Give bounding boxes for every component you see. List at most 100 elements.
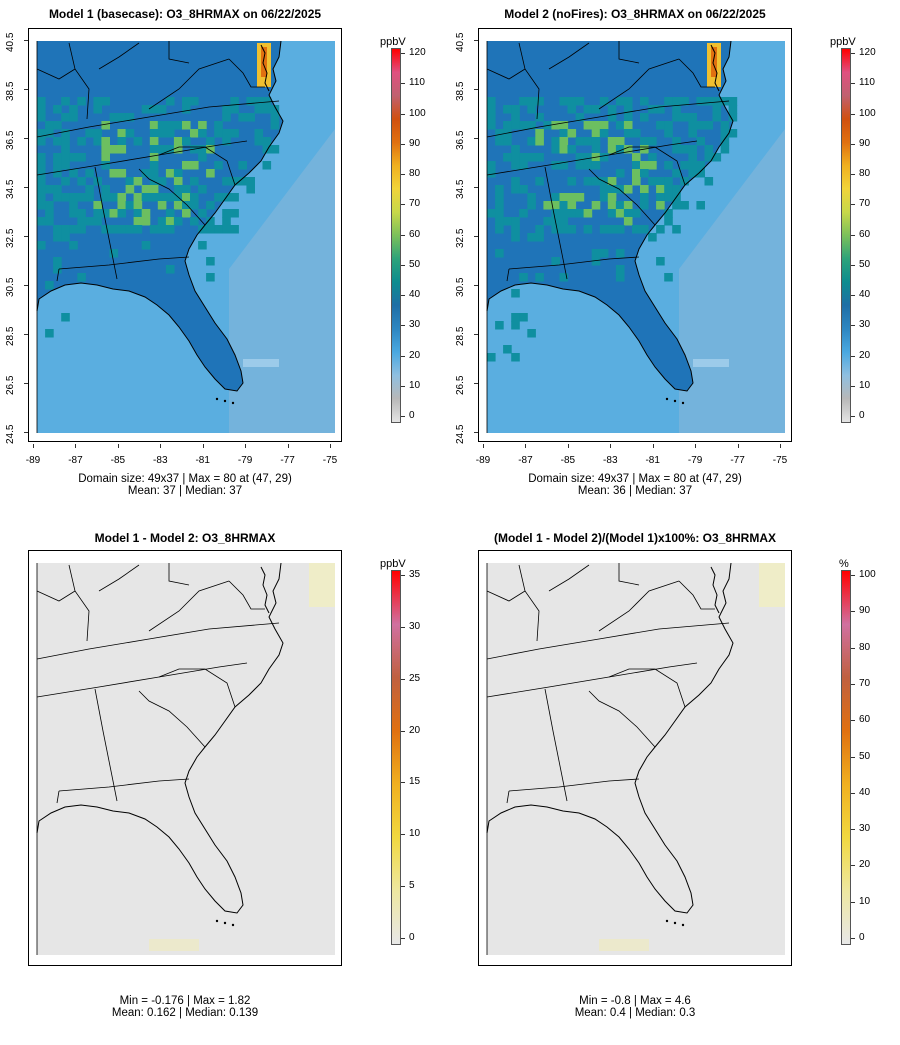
colorbar-tick-label: 35: [409, 569, 421, 580]
state-boundary: [58, 256, 190, 270]
grid-cell: [591, 177, 601, 186]
grid-cell: [53, 105, 62, 114]
grid-cell: [53, 233, 62, 242]
grid-cell: [45, 129, 54, 138]
lat-tick: [24, 187, 28, 188]
lat-tick: [474, 187, 478, 188]
panel-title: Model 1 - Model 2: O3_8HRMAX: [94, 531, 276, 545]
grid-cell: [198, 241, 207, 250]
grid-cell: [607, 105, 617, 114]
grid-cell: [149, 129, 159, 138]
grid-cell: [648, 153, 657, 162]
grid-cell: [672, 169, 681, 178]
grid-cell: [704, 153, 714, 162]
grid-cell: [543, 217, 552, 226]
grid-cell: [607, 209, 617, 218]
map-frame: [28, 550, 342, 966]
grid-cell: [583, 137, 593, 146]
grid-cell: [190, 177, 199, 186]
stats-line-2: Mean: 37 | Median: 37: [127, 485, 243, 497]
grid-cell: [173, 185, 183, 194]
grid-cell: [173, 145, 183, 154]
grid-cell: [632, 161, 641, 170]
diff-spot: [759, 563, 785, 607]
colorbar-tick-label: 50: [859, 750, 871, 762]
colorbar-tick-label: 90: [859, 605, 871, 617]
grid-cell: [720, 121, 730, 130]
grid-cell: [85, 217, 94, 226]
colorbar-tick: [401, 174, 405, 175]
grid-cell: [688, 153, 697, 162]
grid-cell: [117, 129, 127, 138]
grid-cell: [503, 153, 512, 162]
colorbar-tick: [851, 938, 855, 939]
grid-cell: [656, 185, 665, 194]
grid-cell: [214, 161, 223, 170]
grid-cell: [607, 137, 617, 146]
coastline: [36, 40, 284, 392]
grid-cell: [157, 105, 167, 114]
colorbar-tick: [401, 834, 405, 836]
grid-cell: [157, 177, 167, 186]
grid-cell: [69, 241, 78, 250]
grid-cell: [37, 201, 46, 210]
grid-cell: [93, 217, 102, 226]
grid-cell: [53, 257, 62, 266]
grid-cell: [206, 169, 215, 178]
grid-cell: [664, 161, 673, 170]
grid-cell: [133, 193, 143, 202]
grid-cell: [511, 161, 520, 170]
grid-cell: [141, 105, 151, 114]
grid-cell: [495, 249, 504, 258]
grid-cell: [503, 137, 512, 146]
map-frame: [478, 28, 792, 442]
grid-cell: [53, 161, 62, 170]
grid-cell: [182, 201, 191, 210]
grid-cell: [61, 233, 70, 242]
map-panel: Model 1 - Model 2: O3_8HRMAX ppbV 35 30 25 20…: [0, 522, 450, 1044]
grid-cell: [680, 161, 689, 170]
grid-cell: [728, 113, 738, 122]
grid-cell: [567, 225, 577, 234]
grid-cell: [559, 217, 569, 226]
grid-cell: [37, 177, 46, 186]
grid-cell: [93, 137, 102, 146]
grid-cell: [109, 113, 119, 122]
grid-cell: [53, 193, 62, 202]
grid-cell: [672, 185, 681, 194]
grid-cell: [615, 273, 625, 282]
state-boundary: [608, 668, 686, 708]
lon-tick: [610, 444, 612, 448]
grid-cell: [591, 105, 601, 114]
state-boundary: [36, 100, 280, 138]
grid-cell: [495, 225, 504, 234]
grid-cell: [254, 105, 264, 114]
colorbar-tick: [851, 792, 855, 794]
colorbar-tick: [401, 575, 405, 576]
grid-cell: [77, 97, 86, 106]
state-boundary: [518, 564, 540, 642]
grid-cell: [125, 185, 135, 194]
grid-cell: [109, 225, 119, 234]
grid-cell: [583, 225, 593, 234]
grid-cell: [519, 273, 528, 282]
grid-cell: [696, 137, 705, 146]
grid-cell: [230, 105, 239, 114]
grid-cell: [117, 225, 127, 234]
colorbar-tick-label: 90: [409, 137, 421, 149]
colorbar-tick: [401, 295, 405, 296]
grid-cell: [149, 105, 159, 114]
lon-tick-label: -77: [280, 455, 295, 466]
state-boundary: [68, 564, 90, 642]
island-dot: [223, 399, 227, 403]
grid-cell: [591, 145, 601, 154]
colorbar-tick: [401, 53, 405, 54]
grid-cell: [535, 137, 544, 146]
grid-cell: [672, 97, 681, 106]
grid-cell: [230, 193, 239, 202]
stats-line-2: Mean: 0.4 | Median: 0.3: [574, 1007, 696, 1019]
grid-cell: [198, 145, 207, 154]
colorbar-tick-label: 40: [859, 786, 871, 798]
grid-cell: [607, 113, 617, 122]
state-boundary: [588, 168, 656, 226]
